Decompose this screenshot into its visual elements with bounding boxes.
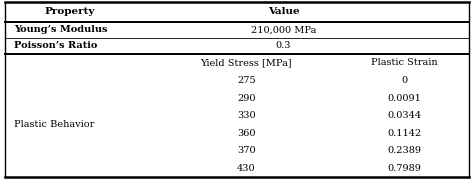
Text: Value: Value (268, 7, 299, 16)
Text: 0.0344: 0.0344 (387, 111, 421, 120)
Text: 275: 275 (237, 76, 255, 85)
Text: Poisson’s Ratio: Poisson’s Ratio (14, 41, 97, 50)
Text: Yield Stress [MPa]: Yield Stress [MPa] (201, 58, 292, 67)
Text: 370: 370 (237, 146, 255, 155)
Text: 0.1142: 0.1142 (387, 129, 421, 138)
Text: 210,000 MPa: 210,000 MPa (251, 25, 316, 34)
Text: 0.2389: 0.2389 (387, 146, 421, 155)
Text: 430: 430 (237, 164, 255, 173)
Text: 0: 0 (401, 76, 407, 85)
Text: 0.3: 0.3 (276, 41, 291, 50)
Text: Property: Property (45, 7, 95, 16)
Text: 290: 290 (237, 94, 255, 103)
Text: Plastic Behavior: Plastic Behavior (14, 120, 94, 129)
Text: 0.7989: 0.7989 (387, 164, 421, 173)
Text: 330: 330 (237, 111, 255, 120)
Text: Plastic Strain: Plastic Strain (371, 58, 438, 67)
Text: 0.0091: 0.0091 (387, 94, 421, 103)
Text: 360: 360 (237, 129, 255, 138)
Text: Young’s Modulus: Young’s Modulus (14, 25, 108, 34)
